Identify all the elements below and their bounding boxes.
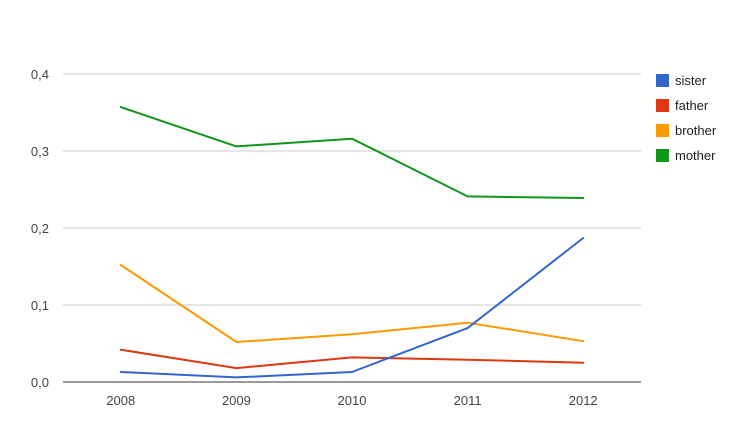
series-line-sister [119,237,585,379]
grid-lines [63,73,641,306]
y-tick-label: 0,3 [31,144,49,159]
legend-item-mother[interactable]: mother [656,148,716,163]
x-tick-label: 2008 [106,393,135,408]
legend-label: father [675,98,709,113]
y-tick-label: 0,2 [31,221,49,236]
series-line-brother [119,264,585,343]
legend-swatch [656,149,669,162]
y-tick-label: 0,0 [31,375,49,390]
legend-swatch [656,74,669,87]
series-line-father [119,348,585,370]
legend-item-sister[interactable]: sister [656,73,707,88]
x-tick-label: 2011 [454,393,482,408]
legend-item-father[interactable]: father [656,98,709,113]
y-axis-ticks: 0,0 0,1 0,2 0,3 0,4 [31,67,49,390]
x-axis-ticks: 2008 2009 2010 2011 2012 [106,393,597,408]
legend-label: mother [675,148,716,163]
y-tick-label: 0,4 [31,67,49,82]
x-tick-label: 2012 [569,393,598,408]
x-tick-label: 2009 [222,393,251,408]
series-line-mother [119,106,585,199]
series-lines [119,106,585,379]
legend-item-brother[interactable]: brother [656,123,717,138]
y-tick-label: 0,1 [31,298,49,313]
x-tick-label: 2010 [338,393,367,408]
legend-swatch [656,124,669,137]
legend-swatch [656,99,669,112]
legend-label: brother [675,123,717,138]
legend: sister father brother mother [656,73,717,163]
legend-label: sister [675,73,707,88]
